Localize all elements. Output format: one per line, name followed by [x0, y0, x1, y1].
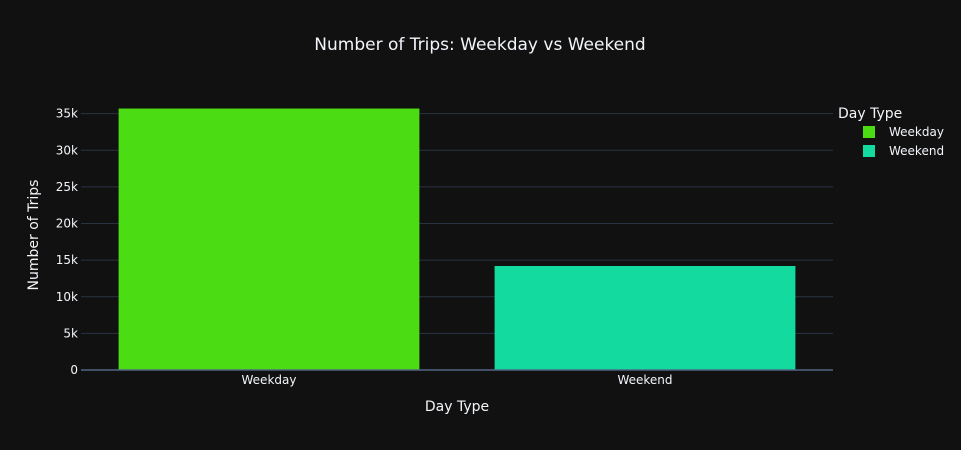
y-tick-label: 20k — [56, 217, 78, 231]
legend-label: Weekend — [889, 144, 944, 158]
x-tick-labels: Weekday Weekend — [242, 373, 673, 387]
y-tick-label: 25k — [56, 180, 78, 194]
y-axis-title: Number of Trips — [26, 180, 42, 291]
y-tick-labels: 0 5k 10k 15k 20k 25k 30k 35k — [56, 107, 78, 377]
legend-title: Day Type — [838, 106, 902, 122]
y-tick-label: 30k — [56, 143, 78, 157]
x-tick-label: Weekday — [242, 373, 297, 387]
bar-weekend[interactable] — [495, 266, 796, 370]
legend-item-weekend[interactable]: Weekend — [863, 144, 944, 158]
y-tick-label: 10k — [56, 290, 78, 304]
legend-label: Weekday — [889, 125, 944, 139]
y-tick-label: 35k — [56, 107, 78, 121]
y-tick-label: 0 — [70, 363, 78, 377]
y-tick-label: 5k — [63, 326, 78, 340]
legend-swatch — [863, 126, 875, 138]
chart-title: Number of Trips: Weekday vs Weekend — [314, 35, 645, 55]
legend-swatch — [863, 145, 875, 157]
legend: Day Type Weekday Weekend — [838, 106, 944, 158]
bars — [81, 109, 833, 370]
y-tick-label: 15k — [56, 253, 78, 267]
x-axis-title: Day Type — [425, 399, 489, 415]
legend-item-weekday[interactable]: Weekday — [863, 125, 944, 139]
x-tick-label: Weekend — [617, 373, 672, 387]
bar-weekday[interactable] — [119, 109, 420, 370]
